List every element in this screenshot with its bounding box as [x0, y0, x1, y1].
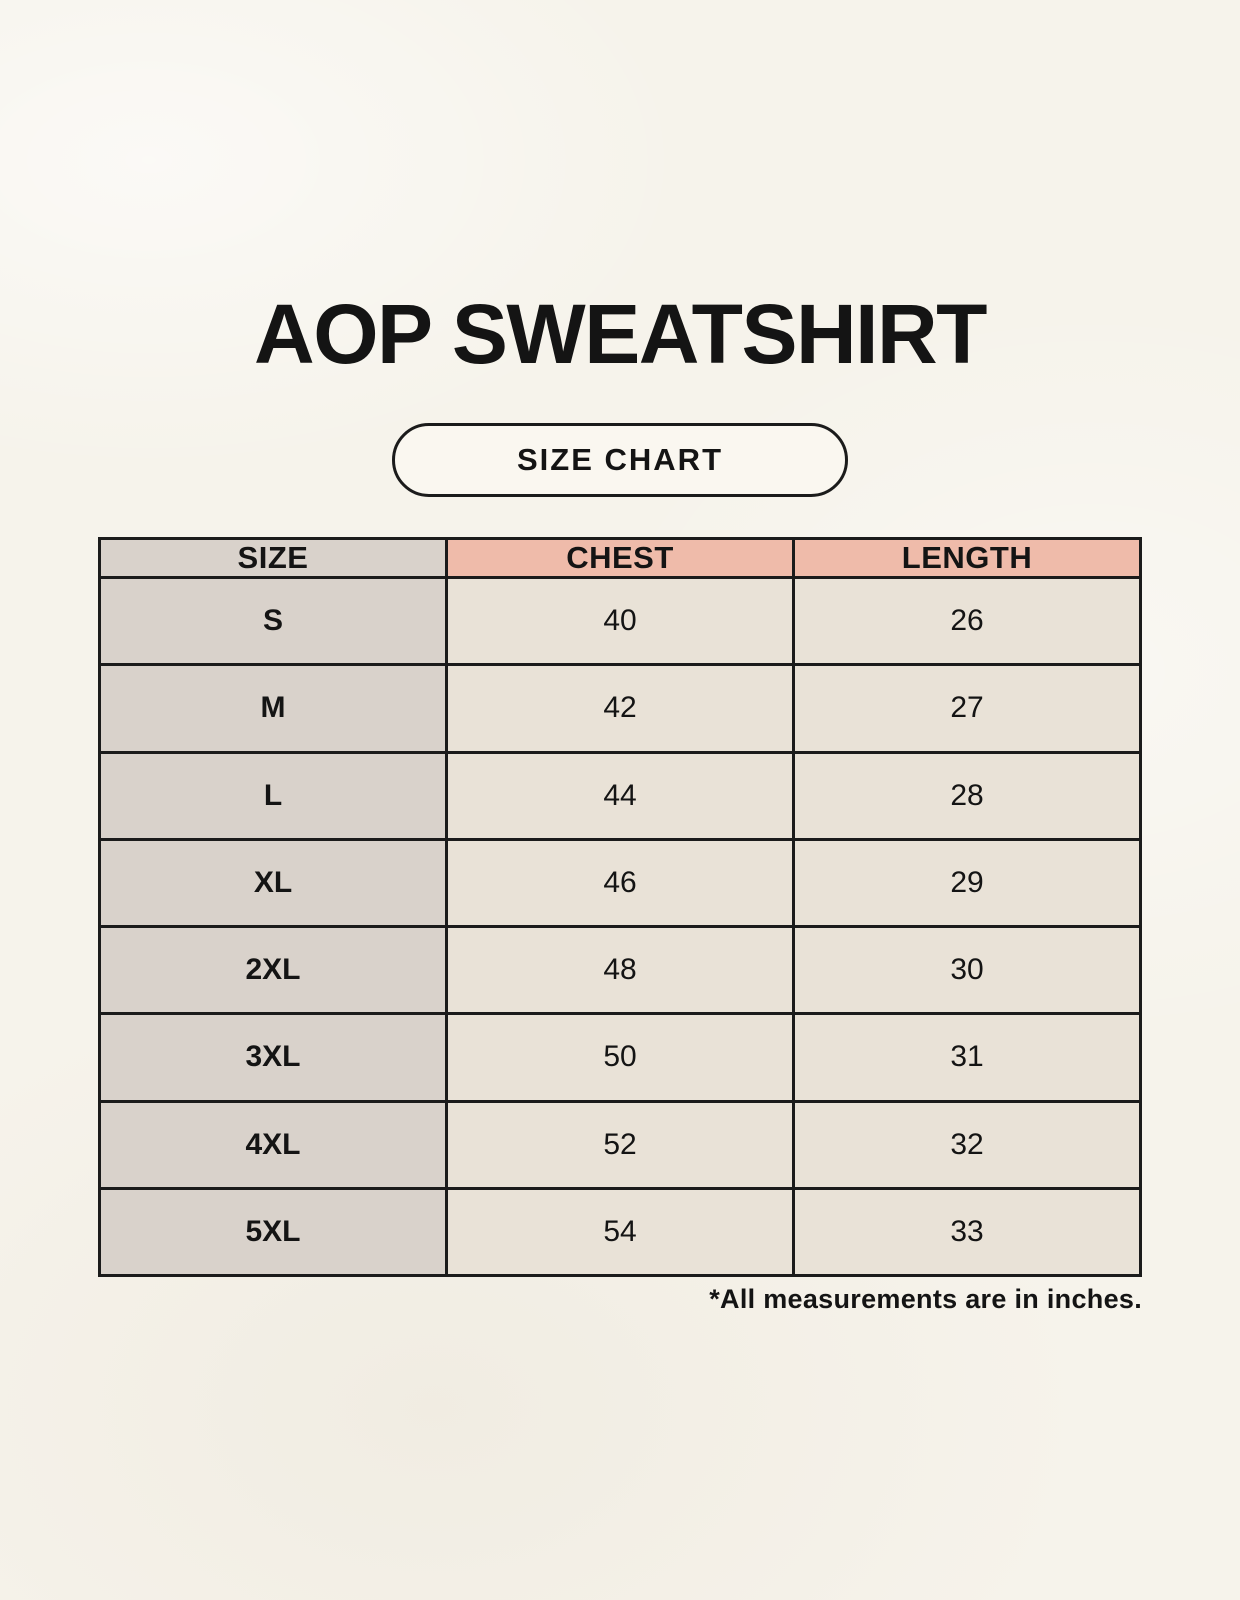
size-cell: L	[98, 750, 448, 841]
length-cell: 27	[792, 663, 1142, 754]
length-cell: 31	[792, 1012, 1142, 1103]
size-cell: M	[98, 663, 448, 754]
length-cell: 28	[792, 750, 1142, 841]
table-row: XL 46 29	[98, 837, 1142, 929]
length-cell: 32	[792, 1099, 1142, 1190]
length-cell: 33	[792, 1186, 1142, 1278]
size-chart-badge-label: SIZE CHART	[517, 442, 723, 477]
table-header-row: SIZE CHEST LENGTH	[98, 537, 1142, 579]
measurements-footnote: *All measurements are in inches.	[709, 1284, 1142, 1314]
length-cell: 30	[792, 924, 1142, 1016]
chest-cell: 52	[445, 1099, 795, 1190]
size-cell: 3XL	[98, 1012, 448, 1103]
chest-cell: 42	[445, 663, 795, 754]
table-row: S 40 26	[98, 575, 1142, 667]
table-row: 5XL 54 33	[98, 1186, 1142, 1278]
column-header-chest: CHEST	[445, 537, 795, 579]
size-cell: 2XL	[98, 924, 448, 1016]
table-row: 2XL 48 30	[98, 924, 1142, 1016]
size-cell: 4XL	[98, 1099, 448, 1190]
chest-cell: 46	[445, 837, 795, 929]
size-cell: S	[98, 575, 448, 667]
table-row: L 44 28	[98, 750, 1142, 841]
size-chart-badge: SIZE CHART	[392, 423, 848, 497]
column-header-size: SIZE	[98, 537, 448, 579]
table-row: 3XL 50 31	[98, 1012, 1142, 1103]
size-cell: XL	[98, 837, 448, 929]
chest-cell: 44	[445, 750, 795, 841]
page-title: AOP SWEATSHIRT	[254, 287, 987, 381]
chest-cell: 48	[445, 924, 795, 1016]
size-table: SIZE CHEST LENGTH S 40 26 M 42 27 L 44 28 XL 46 29 2…	[98, 537, 1142, 1278]
chest-cell: 54	[445, 1186, 795, 1278]
length-cell: 29	[792, 837, 1142, 929]
chest-cell: 50	[445, 1012, 795, 1103]
chest-cell: 40	[445, 575, 795, 667]
length-cell: 26	[792, 575, 1142, 667]
size-cell: 5XL	[98, 1186, 448, 1278]
column-header-length: LENGTH	[792, 537, 1142, 579]
table-row: 4XL 52 32	[98, 1099, 1142, 1190]
table-row: M 42 27	[98, 663, 1142, 754]
